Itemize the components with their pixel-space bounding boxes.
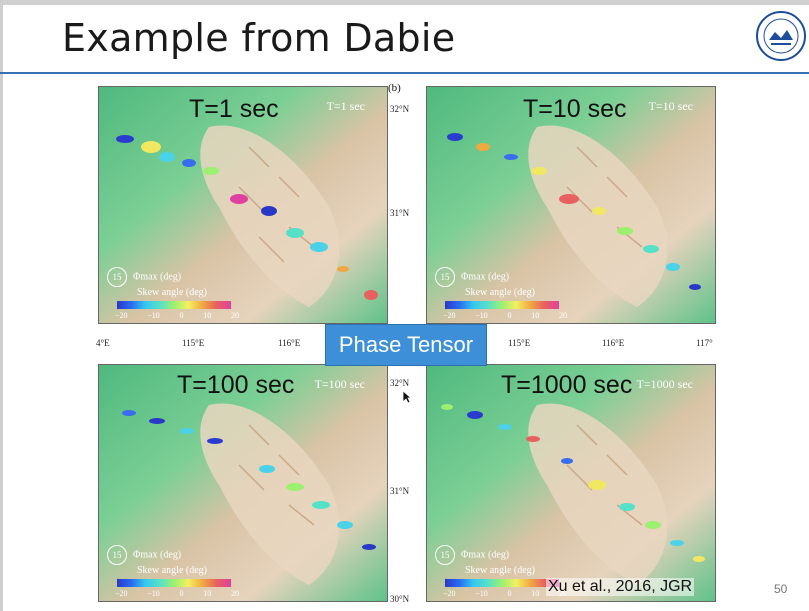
university-logo-icon bbox=[756, 11, 806, 61]
colorbar-tick: 20 bbox=[558, 311, 567, 320]
phi-circle-icon: 15 bbox=[107, 545, 127, 565]
lon-tick: 4°E bbox=[96, 338, 110, 348]
phi-label: Φmax (deg) bbox=[461, 271, 510, 283]
phi-label: Φmax (deg) bbox=[133, 271, 182, 283]
window-left-edge bbox=[0, 0, 3, 611]
map-panel-1: T=1 sec T=1 sec 15 Φmax (deg) Skew angle … bbox=[98, 86, 388, 324]
phi-legend: 15 Φmax (deg) bbox=[435, 545, 509, 565]
skew-colorbar bbox=[117, 301, 231, 309]
period-label: T=1000 sec bbox=[501, 371, 633, 399]
lon-tick: 116°E bbox=[602, 338, 625, 348]
colorbar-tick: 20 bbox=[230, 311, 239, 320]
colorbar-tick: −10 bbox=[475, 589, 488, 598]
terrain-map bbox=[99, 365, 387, 601]
colorbar-tick: 10 bbox=[531, 589, 540, 598]
colorbar-tick: 0 bbox=[179, 589, 184, 598]
colorbar-tick: 0 bbox=[507, 589, 512, 598]
lon-tick: 115°E bbox=[508, 338, 531, 348]
period-label-small: T=100 sec bbox=[314, 377, 365, 391]
phase-tensor-figure: (b) bbox=[92, 82, 722, 604]
terrain-map bbox=[99, 87, 387, 323]
panel-letter: (b) bbox=[388, 82, 401, 94]
colorbar-ticks: −20 −10 0 10 20 bbox=[443, 311, 567, 320]
colorbar-tick: 0 bbox=[179, 311, 184, 320]
tensor-ellipses bbox=[116, 135, 378, 300]
citation: Xu et al., 2016, JGR bbox=[546, 578, 695, 596]
phi-legend: 15 Φmax (deg) bbox=[107, 267, 181, 287]
period-label: T=1 sec bbox=[189, 95, 279, 123]
phi-label: Φmax (deg) bbox=[133, 549, 182, 561]
colorbar-tick: 20 bbox=[230, 589, 239, 598]
period-label-small: T=1 sec bbox=[326, 99, 365, 113]
period-label: T=10 sec bbox=[523, 95, 627, 123]
colorbar-tick: −20 bbox=[115, 311, 128, 320]
phi-circle-icon: 15 bbox=[435, 267, 455, 287]
colorbar-tick: 10 bbox=[203, 311, 212, 320]
lon-tick: 117° bbox=[696, 338, 713, 348]
tensor-ellipses bbox=[441, 404, 705, 562]
phi-circle-icon: 15 bbox=[435, 545, 455, 565]
skew-colorbar bbox=[117, 579, 231, 587]
phi-legend: 15 Φmax (deg) bbox=[435, 267, 509, 287]
title-underline bbox=[0, 72, 809, 74]
colorbar-tick: 10 bbox=[203, 589, 212, 598]
lon-tick: 115°E bbox=[182, 338, 205, 348]
colorbar-tick: −20 bbox=[443, 311, 456, 320]
phi-label: Φmax (deg) bbox=[461, 549, 510, 561]
tensor-ellipses bbox=[122, 410, 376, 550]
lat-tick: 31°N bbox=[390, 208, 410, 218]
period-label-small: T=10 sec bbox=[648, 99, 693, 113]
lat-tick: 32°N bbox=[390, 378, 410, 388]
colorbar-tick: 10 bbox=[531, 311, 540, 320]
tensor-ellipses bbox=[447, 133, 701, 290]
page-number: 50 bbox=[774, 582, 788, 596]
colorbar-tick: 0 bbox=[507, 311, 512, 320]
phase-tensor-label: Phase Tensor bbox=[325, 324, 487, 366]
slide-title: Example from Dabie bbox=[62, 16, 456, 60]
lat-tick: 30°N bbox=[390, 594, 410, 604]
period-label: T=100 sec bbox=[177, 371, 295, 399]
colorbar-ticks: −20 −10 0 10 20 bbox=[115, 311, 239, 320]
lat-tick: 32°N bbox=[390, 104, 410, 114]
mouse-cursor-icon bbox=[402, 390, 412, 404]
colorbar-tick: −10 bbox=[147, 311, 160, 320]
skew-label: Skew angle (deg) bbox=[137, 565, 207, 576]
lat-tick: 31°N bbox=[390, 486, 410, 496]
map-panel-4: T=1000 sec T=1000 sec 15 Φmax (deg) Skew … bbox=[426, 364, 716, 602]
phi-circle-icon: 15 bbox=[107, 267, 127, 287]
map-panel-3: T=100 sec T=100 sec 15 Φmax (deg) Skew an… bbox=[98, 364, 388, 602]
window-top-edge bbox=[0, 0, 809, 5]
map-panel-2: T=10 sec T=10 sec 15 Φmax (deg) Skew angl… bbox=[426, 86, 716, 324]
colorbar-tick: −20 bbox=[443, 589, 456, 598]
skew-colorbar bbox=[445, 301, 559, 309]
skew-colorbar bbox=[445, 579, 559, 587]
terrain-map bbox=[427, 365, 715, 601]
colorbar-tick: −20 bbox=[115, 589, 128, 598]
terrain-map bbox=[427, 87, 715, 323]
phi-legend: 15 Φmax (deg) bbox=[107, 545, 181, 565]
period-label-small: T=1000 sec bbox=[636, 377, 693, 391]
lon-tick: 116°E bbox=[278, 338, 301, 348]
skew-label: Skew angle (deg) bbox=[465, 565, 535, 576]
colorbar-ticks: −20 −10 0 10 20 bbox=[115, 589, 239, 598]
colorbar-tick: −10 bbox=[475, 311, 488, 320]
colorbar-tick: −10 bbox=[147, 589, 160, 598]
skew-label: Skew angle (deg) bbox=[137, 287, 207, 298]
skew-label: Skew angle (deg) bbox=[465, 287, 535, 298]
